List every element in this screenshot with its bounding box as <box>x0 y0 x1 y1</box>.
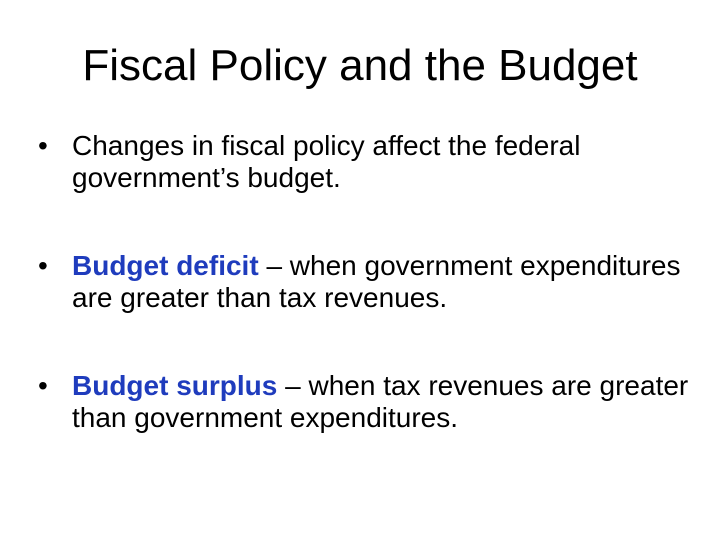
bullet-term: Budget surplus <box>72 370 278 401</box>
bullet-icon: • <box>38 130 48 161</box>
bullet-text: Changes in fiscal policy affect the fede… <box>72 130 581 193</box>
bullet-item: • Changes in fiscal policy affect the fe… <box>38 130 698 194</box>
bullet-list: • Changes in fiscal policy affect the fe… <box>38 130 698 434</box>
bullet-text: – when government expenditures are great… <box>72 250 681 313</box>
slide-title: Fiscal Policy and the Budget <box>82 41 638 90</box>
bullet-icon: • <box>38 250 48 281</box>
bullet-item: • Budget surplus – when tax revenues are… <box>38 370 698 434</box>
bullet-text: – when tax revenues are greater than gov… <box>72 370 689 433</box>
bullet-term: Budget deficit <box>72 250 259 281</box>
bullet-item: • Budget deficit – when government expen… <box>38 250 698 314</box>
bullet-icon: • <box>38 370 48 401</box>
